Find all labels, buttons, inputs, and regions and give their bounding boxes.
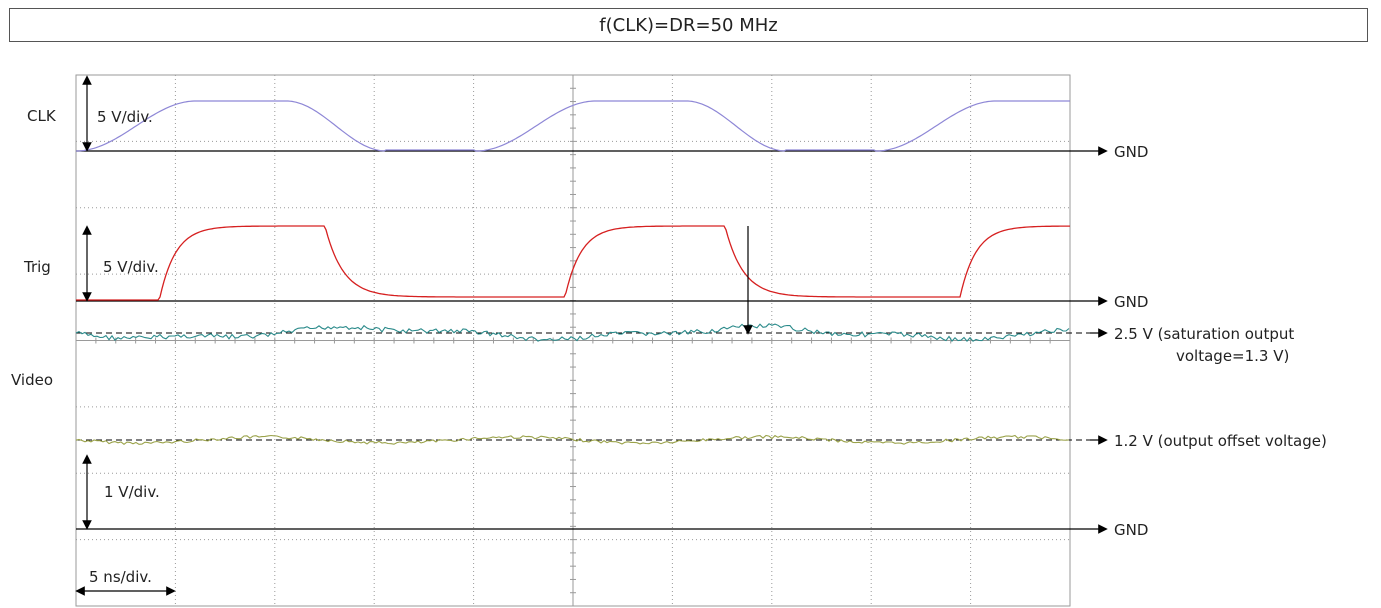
timebase-label: 5 ns/div. — [89, 568, 152, 586]
video-gnd-label: GND — [1114, 521, 1148, 539]
video-saturation-waveform — [75, 323, 1070, 342]
trig-scale-label: 5 V/div. — [103, 258, 159, 276]
clk-waveform — [76, 100, 1070, 152]
clk-scale-label: 5 V/div. — [97, 108, 153, 126]
video-offset-waveform — [75, 434, 1070, 445]
offset-label: 1.2 V (output offset voltage) — [1114, 432, 1327, 450]
trig-gnd-label: GND — [1114, 293, 1148, 311]
saturation-label-line2: voltage=1.3 V) — [1176, 347, 1289, 365]
trig-channel-label: Trig — [23, 258, 51, 276]
video-scale-label: 1 V/div. — [104, 483, 160, 501]
scope-grid — [75, 74, 1071, 607]
trig-waveform — [76, 225, 1070, 301]
clk-channel-label: CLK — [27, 107, 57, 125]
video-channel-label: Video — [11, 371, 53, 389]
clk-gnd-label: GND — [1114, 143, 1148, 161]
figure-title: f(CLK)=DR=50 MHz — [9, 8, 1368, 42]
saturation-label-line1: 2.5 V (saturation output — [1114, 325, 1294, 343]
